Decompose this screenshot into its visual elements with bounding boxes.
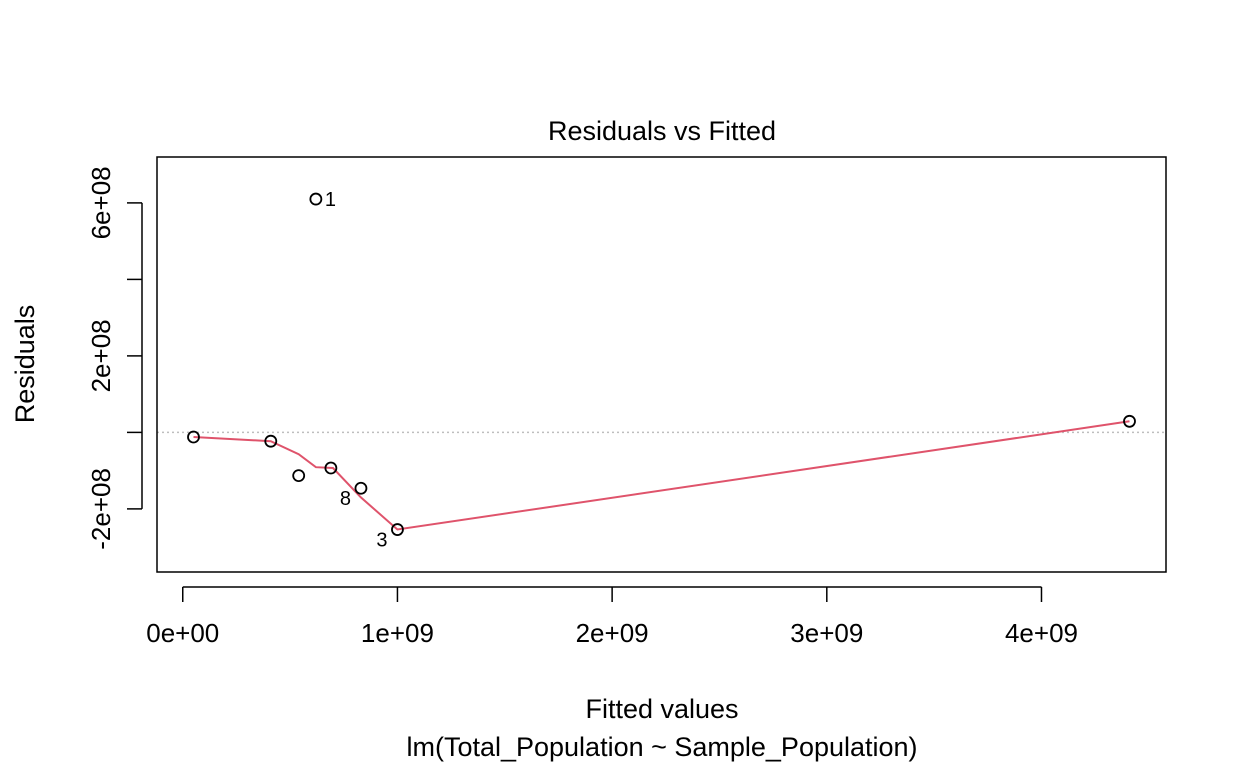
x-axis-subtitle: lm(Total_Population ~ Sample_Population)	[406, 732, 917, 762]
y-axis-title: Residuals	[10, 305, 40, 424]
x-tick-label: 1e+09	[361, 618, 434, 648]
x-tick-label: 0e+00	[146, 618, 219, 648]
data-point	[264, 434, 278, 448]
point-label: 1	[325, 189, 336, 211]
smooth-line	[193, 420, 1130, 531]
chart-title: Residuals vs Fitted	[548, 116, 776, 146]
data-point	[292, 469, 306, 483]
x-axis: 0e+00 1e+09 2e+09 3e+09 4e+09	[146, 586, 1078, 648]
data-point	[391, 523, 404, 536]
data-point	[187, 430, 200, 444]
plot-box	[156, 156, 1167, 573]
x-axis-title: Fitted values	[585, 694, 738, 724]
x-tick-label: 3e+09	[790, 618, 863, 648]
y-axis: -2e+08 2e+08 6e+08	[86, 166, 143, 550]
y-tick-label: 2e+08	[86, 319, 116, 392]
x-tick-label: 2e+09	[576, 618, 649, 648]
data-point	[354, 481, 368, 495]
points-layer: 1 8 3	[187, 189, 1136, 552]
x-tick-label: 4e+09	[1005, 618, 1078, 648]
point-label: 3	[376, 530, 387, 552]
point-label: 8	[340, 488, 351, 510]
data-point	[1123, 414, 1136, 428]
y-tick-label: 6e+08	[86, 166, 116, 239]
data-point	[324, 461, 338, 475]
data-point	[309, 192, 323, 206]
y-tick-label: -2e+08	[86, 468, 116, 550]
